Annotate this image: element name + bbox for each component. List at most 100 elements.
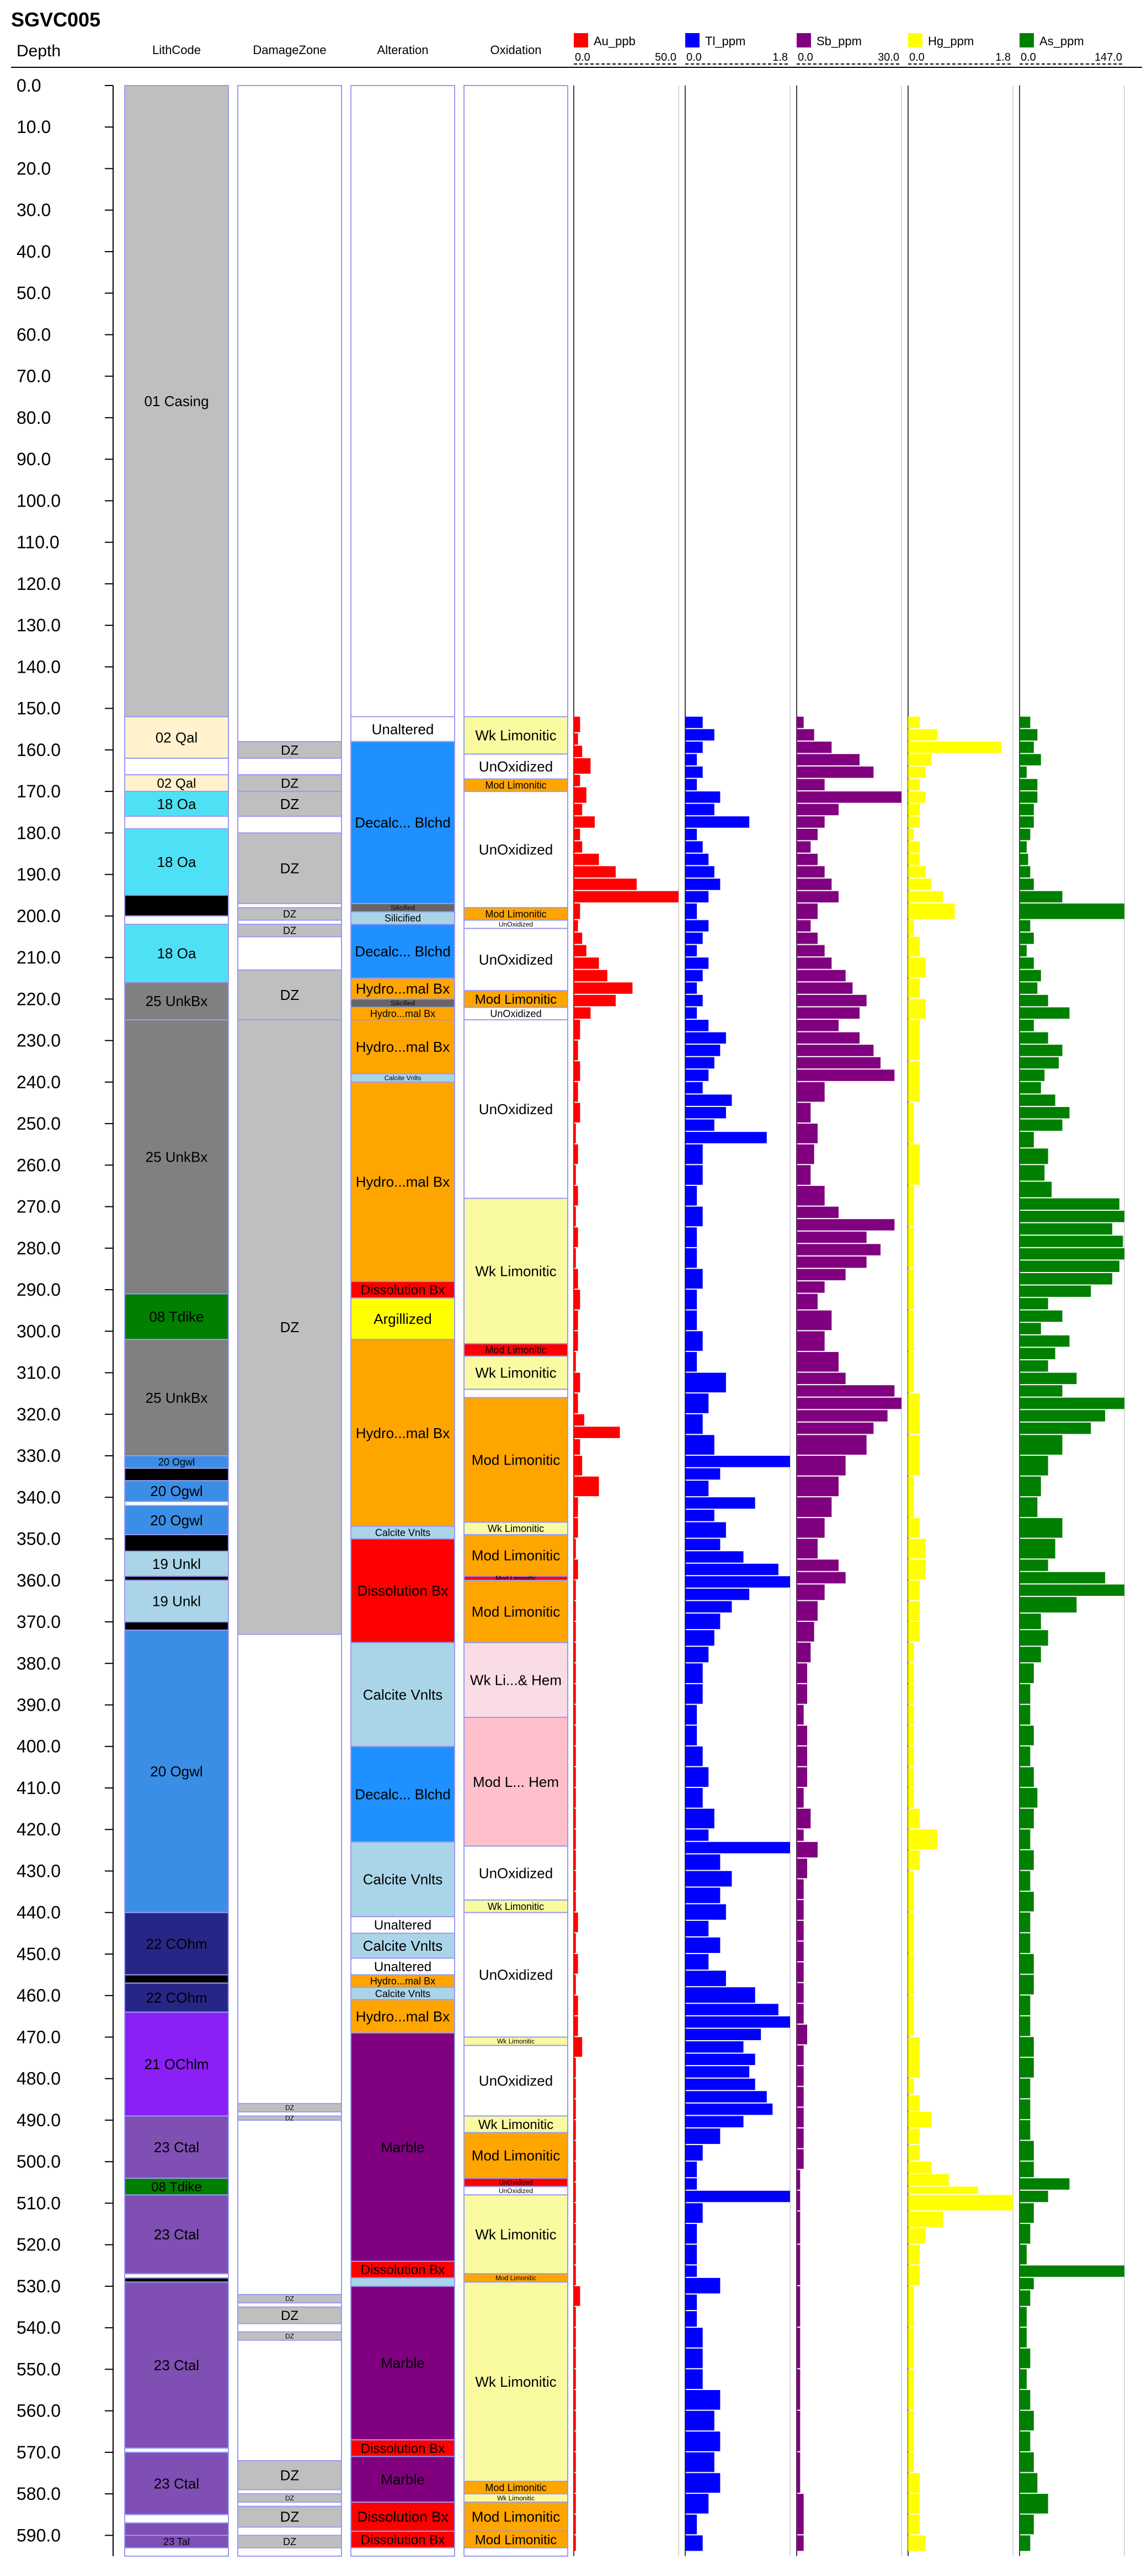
- assay-bar: [685, 1630, 714, 1646]
- assay-bar: [1020, 2535, 1031, 2551]
- assay-bar: [574, 2307, 576, 2327]
- assay-bar: [685, 1227, 697, 1247]
- alteration-interval-label: Dissolution Bx: [361, 1282, 445, 1297]
- assay-bar: [685, 2116, 744, 2127]
- alteration-interval-label: Decalc... Blchd: [355, 1786, 450, 1802]
- assay-bar: [574, 1705, 576, 1725]
- assay-bar: [574, 994, 616, 1007]
- interval-tracks: 01 Casing 02 Qal 02 Qal 18 Oa 18 Oa 18 Oa 25 U…: [124, 85, 568, 2557]
- assay-bar: [1020, 957, 1034, 969]
- depth-tick-label: 120.0: [17, 574, 61, 594]
- oxidation-interval-label: UnOxidized: [479, 1865, 553, 1881]
- assay-bar: [685, 1601, 732, 1612]
- assay-bar: [1020, 2431, 1031, 2451]
- assay-bar: [574, 2390, 576, 2410]
- damage-interval-label: DZ: [280, 1319, 300, 1335]
- assay-bar: [797, 1231, 867, 1243]
- assay-bar: [685, 1468, 721, 1480]
- assay-bar: [685, 1435, 714, 1455]
- assay-bar: [685, 1854, 721, 1870]
- assay-bar: [797, 1962, 804, 1982]
- depth-tick-label: 210.0: [17, 948, 61, 967]
- depth-tick-label: 110.0: [17, 533, 60, 552]
- assay-bar: [574, 1746, 576, 1766]
- assay-bar: [685, 2224, 697, 2244]
- damage-interval-label: DZ: [285, 2494, 294, 2502]
- lith-interval-label: 22 COhm: [146, 1989, 207, 2006]
- assay-bar: [908, 1767, 914, 1787]
- assay-bar: [574, 1497, 578, 1517]
- assay-bar: [797, 2149, 804, 2169]
- alteration-interval: [350, 1745, 455, 1843]
- assay-bar: [1020, 1007, 1070, 1019]
- assay-bar: [797, 766, 874, 778]
- oxidation-interval-label: Wk Limonitic: [497, 2037, 535, 2045]
- assay-bar: [685, 854, 709, 865]
- assay-bar: [797, 1007, 860, 1019]
- alteration-interval: [350, 1933, 455, 1959]
- alteration-interval-label: Dissolution Bx: [358, 1583, 449, 1599]
- assay-bar: [908, 1580, 920, 1600]
- assay-bar: [574, 746, 583, 757]
- assay-bar: [797, 1435, 867, 1455]
- assay-bar: [908, 1622, 920, 1642]
- assay-bar: [1020, 1106, 1070, 1119]
- assay-bar: [1020, 1148, 1048, 1164]
- assay-bar: [685, 1269, 703, 1289]
- oxidation-interval-label: Wk Limonitic: [475, 1263, 556, 1279]
- assay-bar: [574, 1767, 576, 1787]
- assay-legend-label: Au_ppb: [594, 34, 636, 48]
- assay-bar: [908, 957, 926, 977]
- assay-bar: [574, 2162, 576, 2181]
- assay-bar: [1020, 2452, 1034, 2472]
- assay-scale-min: 0.0: [909, 51, 925, 63]
- lith-interval-label: 20 Ogwl: [150, 1512, 202, 1529]
- oxidation-interval: [463, 1912, 568, 2038]
- depth-tick-label: 150.0: [17, 699, 61, 718]
- assay-bar: [1020, 854, 1028, 865]
- lith-interval-label: 23 Ctal: [154, 2226, 199, 2243]
- assay-bar: [574, 945, 586, 957]
- oxidation-interval-label: Wk Limonitic: [475, 1365, 556, 1381]
- alteration-interval-label: Marble: [381, 2355, 424, 2371]
- assay-legend-swatch: [574, 33, 588, 47]
- assay-bar: [1020, 970, 1041, 982]
- damage-interval-label: DZ: [285, 2295, 294, 2303]
- lith-interval: [124, 895, 229, 917]
- assay-bar: [685, 982, 697, 994]
- lith-interval: [124, 1339, 229, 1457]
- assay-bar: [797, 1983, 804, 2003]
- depth-tick-label: 330.0: [17, 1446, 61, 1466]
- assay-bar: [685, 994, 703, 1007]
- depth-tick-label: 530.0: [17, 2276, 61, 2296]
- oxidation-interval: [463, 1019, 568, 1199]
- assay-bar: [797, 1165, 811, 1185]
- assay-bar: [1020, 1726, 1034, 1745]
- assay-bar: [1020, 2328, 1027, 2348]
- oxidation-interval-label: Mod Limonitic: [472, 1547, 560, 1564]
- lith-interval-label: 25 UnkBx: [146, 1390, 208, 1406]
- assay-bar: [1020, 1248, 1124, 1260]
- assay-bar: [797, 779, 825, 791]
- lith-interval: [124, 2277, 229, 2283]
- assay-bar: [574, 841, 583, 853]
- alteration-interval-label: Hydro...mal Bx: [356, 1174, 450, 1190]
- assay-bar: [685, 1576, 790, 1588]
- assay-bar: [685, 1393, 709, 1413]
- assay-scale-min: 0.0: [1021, 51, 1036, 63]
- assay-bar: [685, 1206, 703, 1227]
- damage-interval-label: DZ: [281, 743, 298, 758]
- assay-bar: [574, 1427, 620, 1438]
- assay-bar: [685, 2277, 721, 2293]
- assay-bar: [574, 2410, 576, 2431]
- assay-bar: [685, 1522, 726, 1538]
- assay-bar: [685, 891, 709, 903]
- depth-tick-label: 480.0: [17, 2069, 61, 2089]
- assay-bar: [797, 1539, 818, 1559]
- assay-legend-swatch: [797, 33, 811, 47]
- lith-interval: [124, 1576, 229, 1581]
- assay-bar: [1020, 1422, 1091, 1434]
- assay-bar: [1020, 891, 1063, 903]
- assay-bar: [908, 1476, 914, 1517]
